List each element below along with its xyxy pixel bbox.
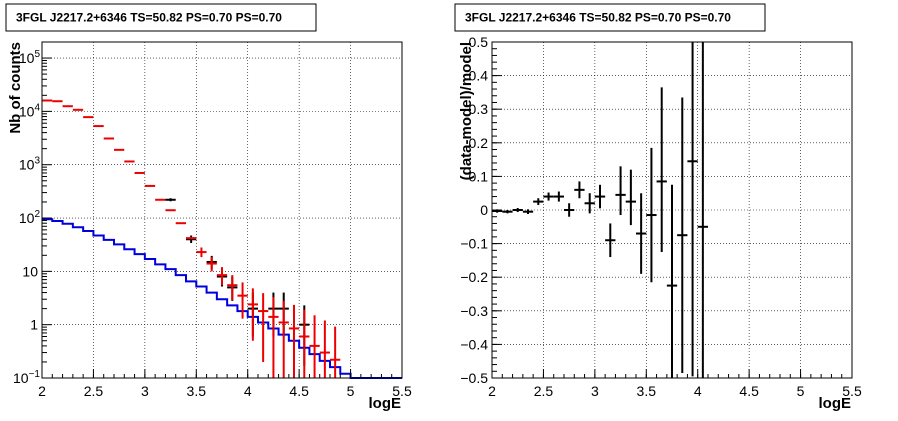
x-tick-label: 3.5	[187, 383, 207, 399]
y-tick-label: 103	[19, 156, 41, 173]
x-tick-label: 2.5	[84, 383, 104, 399]
y-tick-label: −0.2	[460, 269, 488, 285]
title-right: 3FGL J2217.2+6346 TS=50.82 PS=0.70 PS=0.…	[465, 11, 731, 25]
x-tick-label: 4	[694, 383, 702, 399]
y-tick-label: −0.4	[460, 336, 488, 352]
y-tick-label: 0.3	[469, 101, 489, 117]
y-tick-label: 0.5	[469, 34, 489, 50]
y-tick-label: −0.3	[460, 303, 488, 319]
y-tick-label: 0.4	[469, 68, 489, 84]
title-box-right	[454, 3, 766, 32]
y-tick-label: 10−1	[13, 369, 40, 386]
x-tick-label: 4	[244, 383, 252, 399]
counts-panel: 3FGL J2217.2+6346 TS=50.82 PS=0.70 PS=0.…	[5, 3, 412, 412]
x-tick-label: 2	[38, 383, 46, 399]
y-axis-title-right: (data-model)/model	[458, 42, 475, 180]
y-tick-label: 0	[480, 202, 488, 218]
title-left: 3FGL J2217.2+6346 TS=50.82 PS=0.70 PS=0.…	[16, 11, 282, 25]
series-right	[492, 42, 708, 378]
x-tick-label: 4.5	[289, 383, 309, 399]
y-tick-exponent: 2	[34, 209, 40, 220]
y-axis-title-left: Nb of counts	[7, 42, 24, 134]
residual-panel: 3FGL J2217.2+6346 TS=50.82 PS=0.70 PS=0.…	[454, 3, 862, 412]
x-tick-label: 2.5	[534, 383, 554, 399]
y-tick-exponent: 4	[34, 102, 40, 113]
x-tick-label: 5.5	[842, 383, 862, 399]
grid-left	[42, 42, 402, 378]
x-tick-label: 5	[797, 383, 805, 399]
y-tick-label: 0.2	[469, 135, 489, 151]
title-box-left	[5, 3, 317, 32]
x-tick-label: 3.5	[637, 383, 657, 399]
x-tick-label: 5	[347, 383, 355, 399]
y-tick-label: −0.1	[460, 236, 488, 252]
y-tick-exponent: 3	[34, 156, 40, 167]
ticks-right: 2 2.5 3 3.5 4 4.5 5 5.5 −0.5 −0.4 −0.3 −0.2 −0.1 0 0.1…	[460, 34, 862, 399]
y-tick-label: −0.5	[460, 370, 488, 386]
y-tick-label: 0.1	[469, 168, 489, 184]
y-tick-exponent: 5	[34, 49, 40, 60]
x-tick-label: 3	[141, 383, 149, 399]
y-tick-label: 1	[30, 317, 38, 333]
x-tick-label: 5.5	[392, 383, 412, 399]
model-source-step-line	[42, 218, 402, 379]
series-left	[42, 99, 402, 379]
x-axis-title-left: logE	[369, 395, 402, 412]
x-tick-label: 2	[488, 383, 496, 399]
x-tick-label: 3	[591, 383, 599, 399]
x-tick-label: 4.5	[739, 383, 759, 399]
y-tick-exponent: −1	[29, 369, 41, 380]
y-tick-label: 10	[22, 263, 38, 279]
plot-frame-left	[41, 41, 403, 379]
x-axis-title-right: logE	[819, 395, 852, 412]
y-tick-label: 102	[19, 209, 41, 226]
